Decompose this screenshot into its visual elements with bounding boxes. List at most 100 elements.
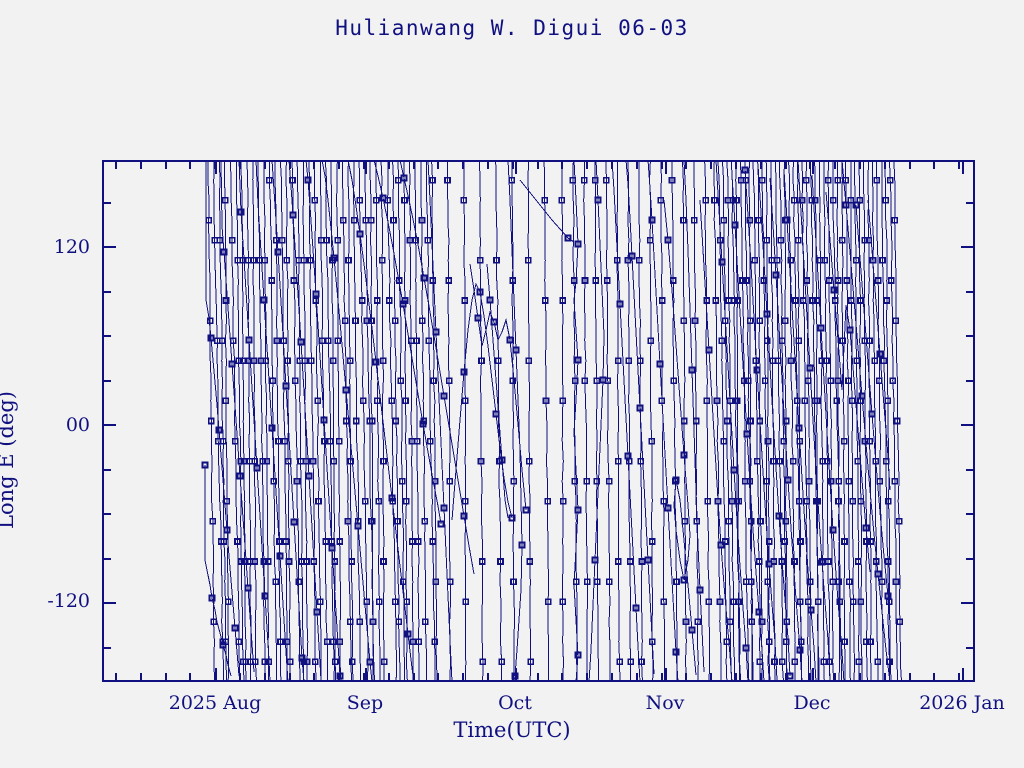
- data-point-marker: [297, 338, 305, 346]
- data-point-marker: [356, 196, 363, 204]
- data-point-marker: [693, 518, 701, 525]
- data-point-marker: [403, 598, 411, 605]
- series-line: [392, 160, 401, 682]
- data-point-marker: [781, 538, 789, 545]
- series-line: [263, 160, 270, 682]
- data-point-marker: [809, 297, 816, 304]
- data-point-marker: [825, 277, 833, 284]
- data-point-marker: [266, 176, 273, 184]
- data-point-marker: [303, 658, 311, 666]
- data-point-marker: [510, 578, 517, 585]
- series-line: [871, 160, 879, 682]
- data-point-marker: [627, 658, 635, 666]
- data-point-marker: [358, 297, 366, 304]
- data-point-marker: [852, 257, 860, 264]
- data-point-marker: [887, 277, 895, 284]
- data-point-marker: [615, 457, 622, 465]
- data-point-marker: [669, 277, 677, 284]
- data-point-marker: [726, 397, 734, 405]
- series-line: [683, 160, 705, 673]
- data-point-marker: [461, 297, 469, 304]
- series-line: [699, 199, 733, 682]
- data-point-marker: [725, 518, 732, 525]
- axis-tick: [462, 673, 464, 682]
- axis-tick: [264, 160, 266, 169]
- data-point-marker: [680, 576, 688, 584]
- series-line: [893, 160, 903, 682]
- data-point-marker: [781, 317, 789, 324]
- data-point-marker: [889, 377, 897, 385]
- data-point-marker: [542, 297, 549, 304]
- data-point-marker: [361, 498, 369, 505]
- data-point-marker: [723, 417, 731, 425]
- data-point-marker: [764, 337, 771, 344]
- data-point-marker: [493, 257, 500, 264]
- data-point-marker: [367, 216, 375, 224]
- series-line: [721, 160, 733, 682]
- series-line: [801, 160, 810, 682]
- data-point-marker: [205, 216, 213, 224]
- data-point-marker: [734, 397, 741, 405]
- series-line: [341, 160, 352, 682]
- data-point-marker: [286, 658, 294, 666]
- data-point-marker: [359, 397, 367, 405]
- data-point-marker: [773, 257, 781, 264]
- data-point-marker: [525, 357, 533, 365]
- data-point-marker: [756, 317, 763, 324]
- axis-tick: [102, 558, 111, 560]
- data-point-marker: [418, 216, 426, 224]
- data-point-marker: [878, 578, 886, 585]
- data-point-marker: [735, 498, 743, 505]
- data-point-marker: [716, 237, 724, 244]
- series-line: [858, 160, 863, 682]
- data-point-marker: [329, 357, 337, 365]
- axis-tick: [239, 160, 241, 169]
- series-line: [431, 160, 438, 682]
- data-point-marker: [506, 336, 514, 344]
- data-point-marker: [830, 286, 838, 294]
- data-point-marker: [882, 196, 889, 204]
- axis-tick: [487, 160, 489, 169]
- data-point-marker: [581, 377, 589, 385]
- data-point-marker: [748, 518, 755, 525]
- data-point-marker: [558, 196, 566, 204]
- data-point-marker: [304, 176, 312, 184]
- series-line: [240, 160, 247, 682]
- data-point-marker: [845, 477, 852, 485]
- data-point-marker: [260, 558, 268, 565]
- data-point-marker: [446, 477, 453, 485]
- data-point-marker: [760, 277, 767, 284]
- data-point-marker: [581, 277, 589, 284]
- data-point-marker: [711, 196, 718, 204]
- data-point-marker: [742, 176, 749, 184]
- data-point-marker: [425, 337, 433, 344]
- series-line: [511, 160, 515, 682]
- series-line: [305, 160, 341, 677]
- data-point-marker: [231, 624, 239, 632]
- axis-tick: [958, 160, 960, 169]
- axis-tick: [115, 673, 117, 682]
- data-point-marker: [479, 558, 486, 565]
- data-point-marker: [252, 658, 259, 666]
- axis-tick: [264, 673, 266, 682]
- data-series-canvas: [201, 160, 904, 682]
- data-point-marker: [397, 377, 404, 385]
- data-point-marker: [222, 297, 230, 304]
- data-point-marker: [606, 578, 613, 585]
- data-point-marker: [638, 558, 646, 565]
- series-line: [823, 160, 831, 682]
- data-point-marker: [570, 277, 578, 284]
- data-point-marker: [884, 397, 892, 405]
- axis-tick: [859, 160, 861, 169]
- data-point-marker: [208, 594, 216, 602]
- data-point-marker: [261, 257, 269, 264]
- data-point-marker: [262, 357, 269, 365]
- axis-tick: [102, 202, 111, 204]
- axis-tick: [165, 673, 167, 682]
- data-point-marker: [409, 538, 416, 545]
- axis-tick: [165, 160, 167, 169]
- data-point-marker: [270, 477, 278, 485]
- data-point-marker: [250, 257, 257, 264]
- data-point-marker: [291, 377, 299, 385]
- data-point-marker: [787, 257, 794, 264]
